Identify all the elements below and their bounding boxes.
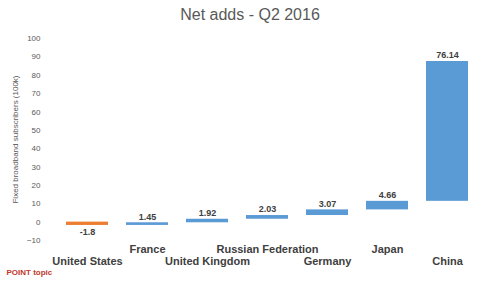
svg-text:30: 30 [32,163,41,172]
svg-text:Russian Federation: Russian Federation [216,243,318,255]
svg-text:1.45: 1.45 [139,212,157,222]
svg-text:China: China [432,255,463,267]
svg-text:60: 60 [32,108,41,117]
svg-text:76.14: 76.14 [436,50,459,60]
svg-text:90: 90 [32,52,41,61]
svg-text:40: 40 [32,144,41,153]
svg-text:80: 80 [32,71,41,80]
svg-text:20: 20 [32,181,41,190]
svg-text:United Kingdom: United Kingdom [165,255,250,267]
svg-text:France: France [129,243,165,255]
svg-text:−10: −10 [27,236,41,245]
svg-text:Germany: Germany [304,255,353,267]
svg-text:2.03: 2.03 [259,204,277,214]
html-text:Net adds - Q2 2016: Net adds - Q2 2016 [180,6,320,23]
svg-text:Fixed broadband subscribers (1: Fixed broadband subscribers (100k) [11,75,20,203]
svg-text:Japan: Japan [372,243,404,255]
svg-text:70: 70 [32,89,41,98]
svg-text:United States: United States [52,255,122,267]
svg-text:-1.8: -1.8 [80,227,96,237]
svg-text:1.92: 1.92 [199,208,217,218]
svg-text:100: 100 [27,34,41,43]
svg-text:4.66: 4.66 [379,190,397,200]
svg-text:POINT topic: POINT topic [7,268,53,277]
svg-text:50: 50 [32,126,41,135]
svg-text:3.07: 3.07 [319,199,337,209]
svg-text:10: 10 [32,199,41,208]
svg-text:0: 0 [36,218,41,227]
